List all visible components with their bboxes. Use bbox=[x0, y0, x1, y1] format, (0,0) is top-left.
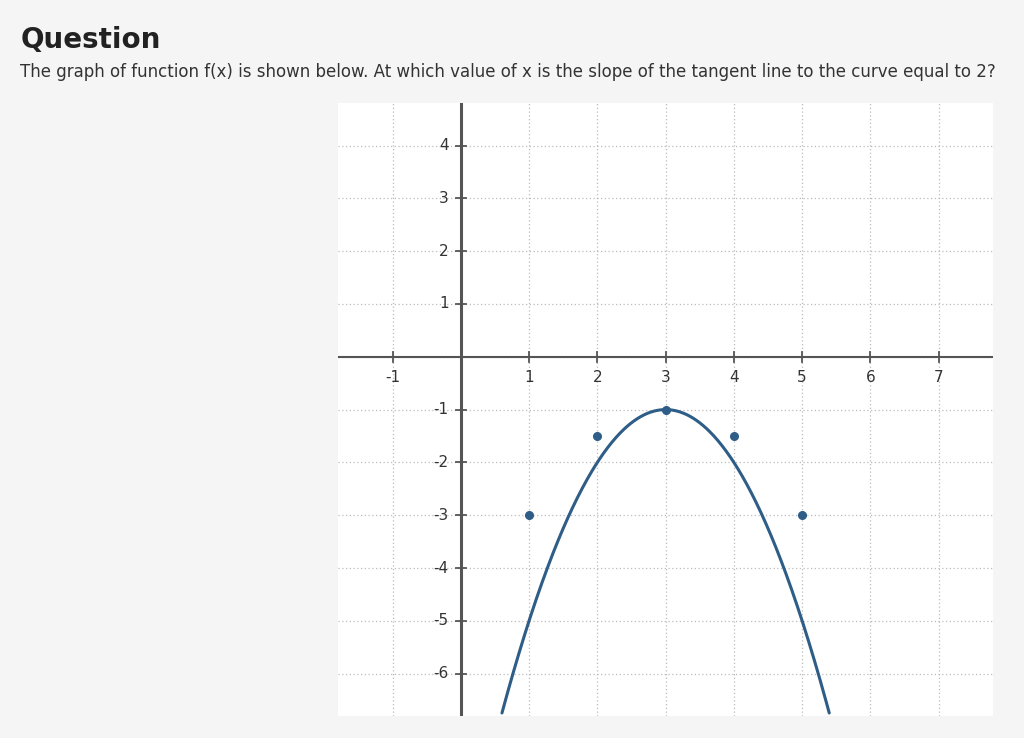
Text: -4: -4 bbox=[433, 560, 449, 576]
Text: Question: Question bbox=[20, 26, 161, 54]
Text: 3: 3 bbox=[660, 370, 671, 385]
Text: -1: -1 bbox=[385, 370, 400, 385]
Text: -3: -3 bbox=[433, 508, 449, 523]
Text: 1: 1 bbox=[439, 297, 449, 311]
Text: 7: 7 bbox=[934, 370, 943, 385]
Text: 3: 3 bbox=[438, 191, 449, 206]
Text: 1: 1 bbox=[524, 370, 534, 385]
Text: -2: -2 bbox=[433, 455, 449, 470]
Text: -6: -6 bbox=[433, 666, 449, 681]
Text: 6: 6 bbox=[865, 370, 876, 385]
Text: 2: 2 bbox=[439, 244, 449, 259]
Text: -5: -5 bbox=[433, 613, 449, 628]
Text: -1: -1 bbox=[433, 402, 449, 417]
Text: 4: 4 bbox=[729, 370, 738, 385]
Text: The graph of function f(x) is shown below. At which value of x is the slope of t: The graph of function f(x) is shown belo… bbox=[20, 63, 996, 80]
Text: 5: 5 bbox=[798, 370, 807, 385]
Text: 4: 4 bbox=[439, 138, 449, 153]
Text: 2: 2 bbox=[593, 370, 602, 385]
